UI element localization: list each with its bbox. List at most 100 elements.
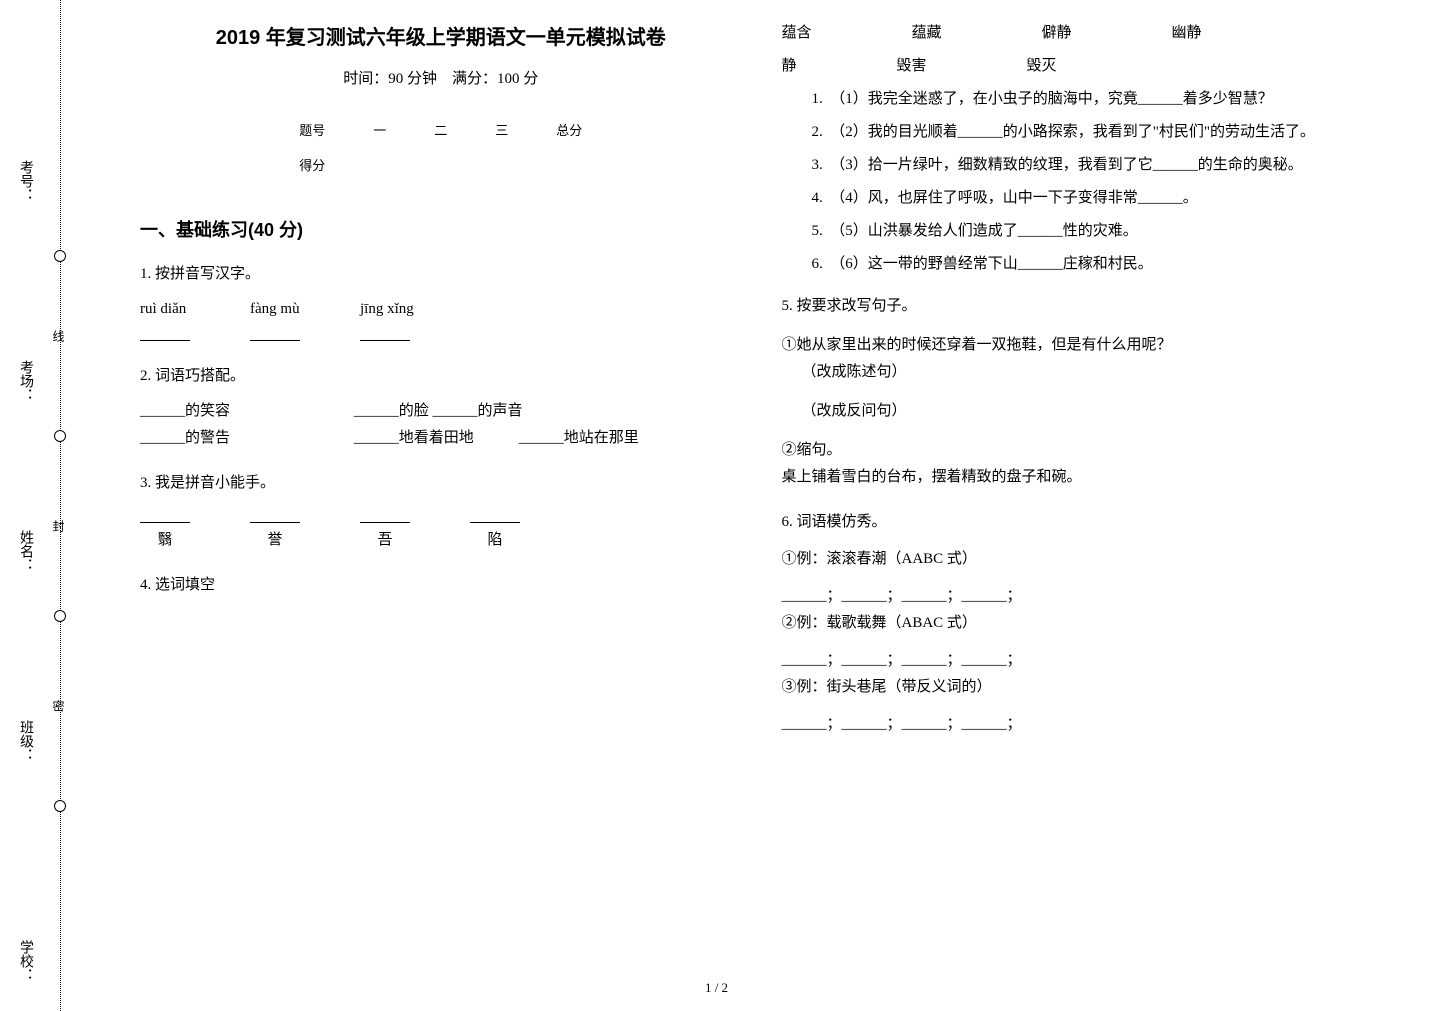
question-6: 6. 词语模仿秀。 ①例：滚滚春潮（AABC 式） ______；______；… [782, 509, 1384, 738]
table-row: 得分 [275, 148, 606, 183]
char-text: 誉 [267, 532, 282, 548]
list-item: 4. （4）风，也屏住了呼吸，山中一下子变得非常______。 [812, 185, 1384, 212]
answer-blank [360, 505, 410, 523]
binding-text-xian: 线 [50, 330, 67, 350]
sentence-text: （6）这一带的野兽经常下山______庄稼和村民。 [838, 256, 1153, 272]
q1-stem: 1. 按拼音写汉字。 [140, 261, 742, 288]
score-header: 总分 [532, 113, 606, 148]
q4-word-row: 蕴含 蕴藏 僻静 幽静 [782, 20, 1384, 47]
pinyin-item: ruì diǎn [140, 296, 190, 345]
q6-ex1: ①例：滚滚春潮（AABC 式） [782, 546, 1384, 573]
content-wrapper: 2019 年复习测试六年级上学期语文一单元模拟试卷 时间：90 分钟 满分：10… [90, 0, 1433, 1011]
q5-sub2-text: 桌上铺着雪白的台布，摆着精致的盘子和碗。 [782, 464, 1384, 491]
pinyin-text: jīng xǐng [360, 301, 414, 317]
q5-sub1a: （改成陈述句） [782, 359, 1384, 386]
answer-blank [470, 505, 520, 523]
binding-label-exam-id: 考号： [15, 160, 35, 202]
q6-blanks1: ______；______；______；______； [782, 583, 1384, 610]
question-3: 3. 我是拼音小能手。 翳 誉 吾 陷 [140, 470, 742, 554]
q2-row: ______的笑容 ______的脸 ______的声音 [140, 398, 742, 425]
q6-stem: 6. 词语模仿秀。 [782, 509, 1384, 536]
q2-item: ______的笑容 [140, 403, 230, 419]
binding-margin: 考号： 考场： 姓名： 班级： 学校： 线 封 密 [0, 0, 90, 1011]
q3-char-row: 翳 誉 吾 陷 [140, 505, 742, 554]
word-option: 静 [782, 53, 797, 80]
question-1: 1. 按拼音写汉字。 ruì diǎn fàng mù jīng xǐng [140, 261, 742, 345]
binding-circle [54, 250, 66, 262]
q5-sub1b: （改成反问句） [782, 398, 1384, 425]
q3-stem: 3. 我是拼音小能手。 [140, 470, 742, 497]
q2-item: ______的警告 [140, 430, 230, 446]
binding-label-class: 班级： [15, 720, 35, 762]
char-item: 吾 [360, 505, 410, 554]
char-text: 陷 [487, 532, 502, 548]
sentence-text: （5）山洪暴发给人们造成了______性的灾难。 [838, 223, 1138, 239]
q2-stem: 2. 词语巧搭配。 [140, 363, 742, 390]
sentence-text: （3）拾一片绿叶，细数精致的纹理，我看到了它______的生命的奥秘。 [838, 157, 1303, 173]
score-label: 得分 [275, 148, 349, 183]
q2-item: ______地看着田地 ______地站在那里 [354, 430, 639, 446]
binding-circle [54, 800, 66, 812]
page-number: 1 / 2 [705, 980, 728, 996]
q5-sub1: ①她从家里出来的时候还穿着一双拖鞋，但是有什么用呢？ [782, 332, 1384, 359]
question-2: 2. 词语巧搭配。 ______的笑容 ______的脸 ______的声音 _… [140, 363, 742, 452]
q4-sentence-list: 1. （1）我完全迷惑了，在小虫子的脑海中，究竟______着多少智慧？ 2. … [782, 86, 1384, 278]
list-item: 3. （3）拾一片绿叶，细数精致的纹理，我看到了它______的生命的奥秘。 [812, 152, 1384, 179]
char-text: 吾 [377, 532, 392, 548]
q4-word-row: 静 毁害 毁灭 [782, 53, 1384, 80]
score-cell [410, 148, 471, 183]
exam-subtitle: 时间：90 分钟 满分：100 分 [140, 66, 742, 93]
list-item: 5. （5）山洪暴发给人们造成了______性的灾难。 [812, 218, 1384, 245]
question-4-stem: 4. 选词填空 [140, 572, 742, 599]
binding-circle [54, 610, 66, 622]
answer-blank [360, 323, 410, 341]
list-item: 1. （1）我完全迷惑了，在小虫子的脑海中，究竟______着多少智慧？ [812, 86, 1384, 113]
section-1-heading: 一、基础练习(40 分) [140, 214, 742, 246]
binding-label-school: 学校： [15, 940, 35, 982]
score-header: 二 [410, 113, 471, 148]
char-text: 翳 [157, 532, 172, 548]
score-cell [532, 148, 606, 183]
answer-blank [140, 505, 190, 523]
question-5: 5. 按要求改写句子。 ①她从家里出来的时候还穿着一双拖鞋，但是有什么用呢？ （… [782, 293, 1384, 491]
q4-stem: 4. 选词填空 [140, 572, 742, 599]
q5-sub2: ②缩句。 [782, 437, 1384, 464]
sentence-text: （2）我的目光顺着______的小路探索，我看到了"村民们"的劳动生活了。 [838, 124, 1315, 140]
char-item: 翳 [140, 505, 190, 554]
score-header: 三 [471, 113, 532, 148]
answer-blank [250, 323, 300, 341]
word-option: 蕴含 [782, 20, 812, 47]
q6-blanks2: ______；______；______；______； [782, 647, 1384, 674]
pinyin-text: fàng mù [250, 301, 300, 317]
table-row: 题号 一 二 三 总分 [275, 113, 606, 148]
word-option: 蕴藏 [912, 20, 942, 47]
word-option: 幽静 [1172, 20, 1202, 47]
score-table: 题号 一 二 三 总分 得分 [275, 113, 606, 184]
left-column: 2019 年复习测试六年级上学期语文一单元模拟试卷 时间：90 分钟 满分：10… [120, 20, 762, 991]
sentence-text: （4）风，也屏住了呼吸，山中一下子变得非常______。 [838, 190, 1198, 206]
word-option: 毁灭 [1027, 53, 1057, 80]
word-option: 毁害 [897, 53, 927, 80]
score-cell [471, 148, 532, 183]
q2-item: ______的脸 ______的声音 [354, 403, 523, 419]
binding-label-room: 考场： [15, 360, 35, 402]
char-item: 陷 [470, 505, 520, 554]
word-option: 僻静 [1042, 20, 1072, 47]
char-item: 誉 [250, 505, 300, 554]
answer-blank [140, 323, 190, 341]
exam-title: 2019 年复习测试六年级上学期语文一单元模拟试卷 [140, 20, 742, 56]
q6-blanks3: ______；______；______；______； [782, 711, 1384, 738]
list-item: 2. （2）我的目光顺着______的小路探索，我看到了"村民们"的劳动生活了。 [812, 119, 1384, 146]
q6-ex2: ②例：载歌载舞（ABAC 式） [782, 610, 1384, 637]
sentence-text: （1）我完全迷惑了，在小虫子的脑海中，究竟______着多少智慧？ [838, 91, 1273, 107]
binding-text-feng: 封 [50, 520, 67, 540]
score-header: 题号 [275, 113, 349, 148]
answer-blank [250, 505, 300, 523]
binding-label-name: 姓名： [15, 530, 35, 572]
list-item: 6. （6）这一带的野兽经常下山______庄稼和村民。 [812, 251, 1384, 278]
q1-pinyin-row: ruì diǎn fàng mù jīng xǐng [140, 296, 742, 345]
pinyin-item: jīng xǐng [360, 296, 414, 345]
score-cell [349, 148, 410, 183]
score-header: 一 [349, 113, 410, 148]
q5-stem: 5. 按要求改写句子。 [782, 293, 1384, 320]
